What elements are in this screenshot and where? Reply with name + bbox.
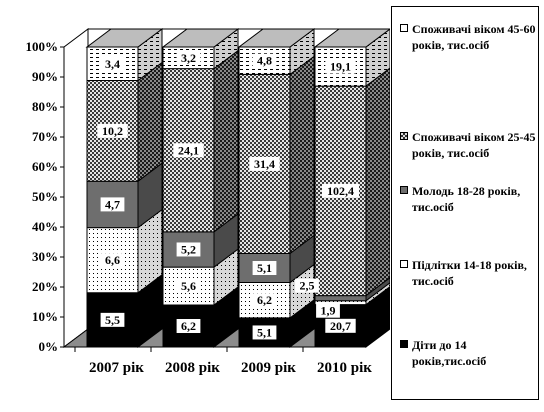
bar-side: [365, 28, 390, 88]
y-tick-label: 70%: [32, 129, 58, 144]
data-label-bg: [173, 143, 204, 158]
data-label: 10,2: [102, 124, 123, 138]
data-label-bg: [322, 183, 359, 198]
y-tick-label: 0%: [39, 339, 59, 354]
legend-item: Споживачі віком 25-45 років, тис.осіб: [400, 129, 536, 161]
data-label: 5,1: [257, 325, 272, 339]
data-label: 5,2: [181, 242, 196, 256]
legend-swatch: [400, 340, 408, 348]
bar-segment: [162, 49, 239, 233]
data-label: 20,7: [330, 319, 351, 333]
legend-label: Діти до 14 років,тис.осіб: [412, 338, 487, 368]
bar-side: [289, 55, 315, 255]
data-label: 4,7: [105, 197, 120, 211]
chart-plot: 0% 10% 20% 30% 40% 50% 60% 70% 80% 90% 100% 2007 рі…: [26, 28, 390, 376]
legend-item: Споживачі віком 45-60 років, тис.осіб: [400, 21, 536, 53]
bar-top: [161, 28, 240, 48]
legend-label: Споживачі віком 25-45 років, тис.осіб: [412, 130, 536, 160]
data-label-bg: [100, 312, 125, 327]
bar-front: [314, 295, 367, 302]
data-label: 1,9: [321, 304, 336, 318]
legend-label: Підлітки 14-18 років, тис.осіб: [412, 258, 527, 288]
data-label-bg: [100, 56, 125, 71]
bar-side: [365, 282, 390, 306]
data-label-bg: [176, 319, 201, 334]
y-tick-label: 10%: [32, 309, 58, 324]
data-label: 24,1: [178, 143, 199, 157]
side-wall: [63, 28, 89, 348]
x-tick-label: 2009 рік: [241, 360, 296, 376]
data-label-bg: [325, 318, 356, 333]
x-tick-label: 2010 рік: [317, 360, 372, 376]
data-label-bg: [97, 123, 128, 138]
x-tick-label: 2007 рік: [89, 360, 144, 376]
legend-swatch: [400, 24, 408, 32]
data-label-bg: [325, 59, 356, 74]
legend-swatch: [400, 260, 408, 268]
data-label-bg: [295, 278, 319, 293]
data-label: 5,6: [181, 279, 196, 293]
y-tick-label: 60%: [32, 159, 58, 174]
data-label-bg: [100, 197, 125, 212]
data-label-bg: [176, 279, 201, 294]
bar-segment: [238, 55, 315, 255]
data-label-bg: [252, 325, 277, 340]
data-label: 102,4: [327, 184, 354, 198]
data-label: 3,2: [181, 51, 196, 65]
y-tick-label: 50%: [32, 189, 58, 204]
legend-item: Діти до 14 років,тис.осіб: [400, 337, 536, 369]
bar-side: [365, 67, 390, 297]
data-label-bg: [252, 293, 277, 308]
data-label-bg: [176, 242, 201, 257]
data-label: 4,8: [257, 54, 272, 68]
data-label-bg: [252, 261, 277, 276]
bar-side: [365, 277, 390, 302]
y-tick-label: 90%: [32, 69, 58, 84]
y-tick-label: 30%: [32, 249, 58, 264]
data-label: 5,1: [257, 261, 272, 275]
legend-label: Споживачі віком 45-60 років, тис.осіб: [412, 22, 536, 52]
bar-side: [213, 49, 239, 233]
data-label-bg: [100, 253, 125, 268]
data-label: 2,5: [300, 279, 315, 293]
bar-top: [313, 28, 390, 48]
y-tick-label: 100%: [26, 39, 59, 54]
bar-side: [137, 61, 163, 183]
data-label: 5,5: [105, 313, 120, 327]
bar-segment: [314, 67, 390, 297]
legend-swatch: [400, 186, 408, 194]
y-tick-label: 80%: [32, 99, 58, 114]
bar-side: [365, 286, 390, 348]
legend-item: Молодь 18-28 років, тис.осіб: [400, 183, 536, 215]
data-label-bg: [252, 53, 277, 68]
data-label: 3,4: [105, 57, 120, 71]
legend-swatch: [400, 132, 408, 140]
chart-legend: Споживачі віком 45-60 років, тис.осіб Спо…: [391, 6, 539, 400]
data-label: 6,6: [105, 253, 120, 267]
x-tick-label: 2008 рік: [165, 360, 220, 376]
data-label: 6,2: [257, 293, 272, 307]
y-tick-label: 40%: [32, 219, 58, 234]
data-label: 31,4: [254, 157, 275, 171]
bar-top: [237, 28, 316, 48]
data-label-bg: [316, 303, 340, 318]
data-label: 19,1: [330, 60, 351, 74]
y-tick-label: 20%: [32, 279, 58, 294]
bar-top: [85, 28, 164, 48]
data-label-bg: [249, 156, 280, 171]
legend-item: Підлітки 14-18 років, тис.осіб: [400, 257, 536, 289]
legend-label: Молодь 18-28 років, тис.осіб: [412, 184, 521, 214]
data-label-bg: [176, 50, 201, 65]
data-label: 6,2: [181, 319, 196, 333]
